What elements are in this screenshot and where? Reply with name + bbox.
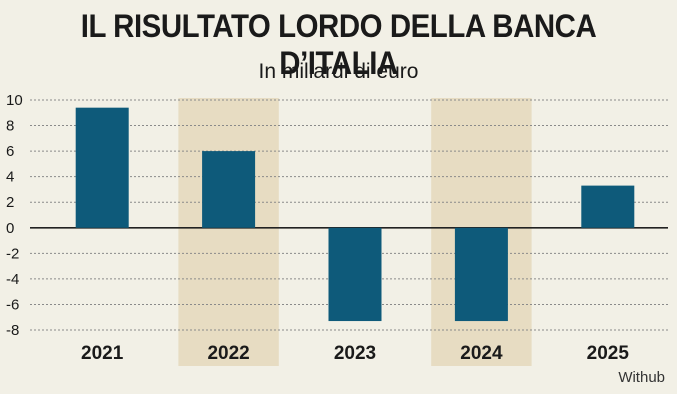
category-labels: 2021 2022 2023 2024 2025 <box>81 343 629 364</box>
bar-2025 <box>581 185 635 228</box>
bar-2024 <box>454 227 508 322</box>
y-tick-label: 8 <box>6 118 14 135</box>
y-tick-label: 2 <box>6 194 14 211</box>
category-label-2024: 2024 <box>460 343 503 364</box>
y-tick-labels: 10 8 6 4 2 0 -2 -4 -6 -8 <box>6 92 23 339</box>
category-label-2021: 2021 <box>81 343 124 364</box>
y-tick-label: 0 <box>6 220 14 237</box>
bar-2021 <box>75 107 129 228</box>
y-tick-label: -4 <box>6 271 19 288</box>
shade-bands <box>178 98 532 366</box>
y-tick-label: -2 <box>6 245 19 262</box>
y-tick-label: 6 <box>6 143 14 160</box>
chart-title: IL RISULTATO LORDO DELLA BANCA D’ITALIA <box>80 8 597 81</box>
category-label-2023: 2023 <box>334 343 376 364</box>
bars <box>75 107 635 322</box>
chart-subtitle: In miliardi di euro <box>258 60 419 83</box>
bar-2022 <box>202 151 256 228</box>
y-tick-label: -6 <box>6 296 19 313</box>
y-tick-label: 4 <box>6 169 14 186</box>
bar-2023 <box>328 227 382 322</box>
y-tick-label: -8 <box>6 322 19 339</box>
category-label-2025: 2025 <box>587 343 630 364</box>
source-label: Withub <box>618 369 665 386</box>
y-tick-label: 10 <box>6 92 23 109</box>
shade-band-2022 <box>178 98 279 366</box>
category-label-2022: 2022 <box>207 343 249 364</box>
